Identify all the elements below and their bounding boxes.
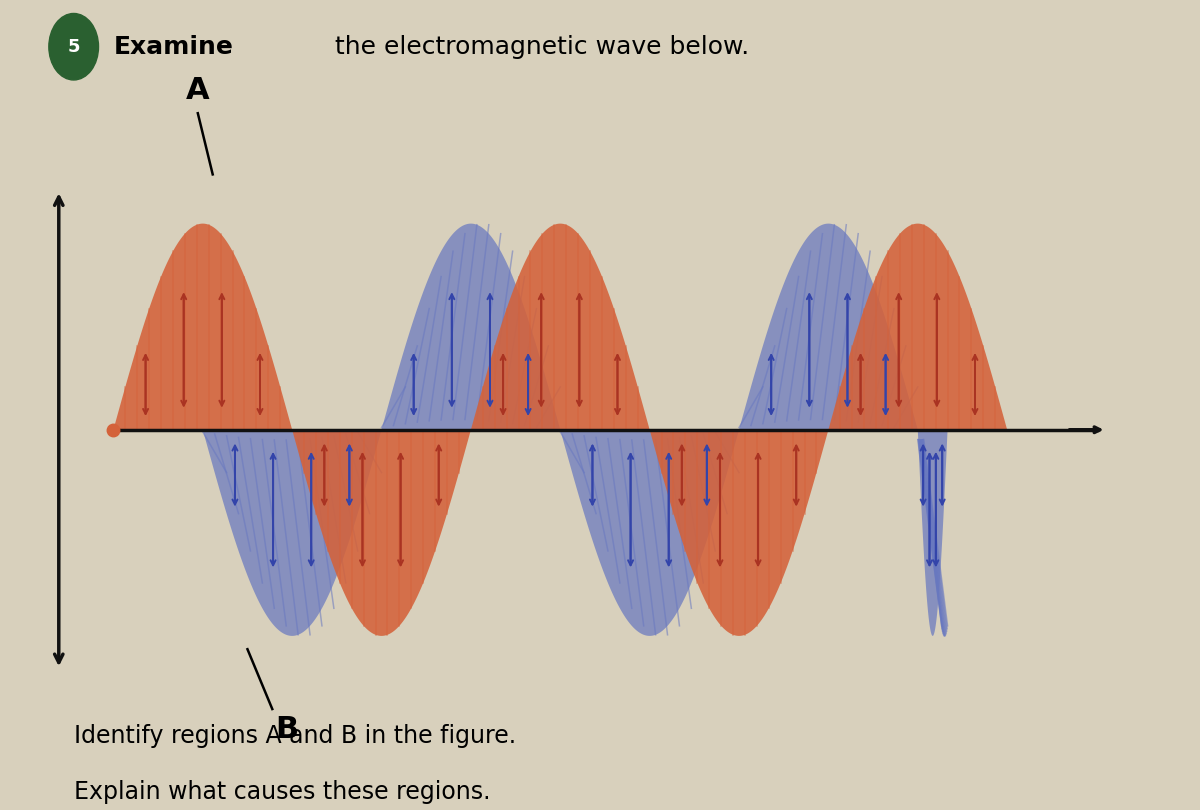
Polygon shape <box>470 224 649 430</box>
Circle shape <box>49 14 98 80</box>
Polygon shape <box>649 430 828 636</box>
Text: B: B <box>276 714 299 744</box>
Polygon shape <box>292 430 470 636</box>
Text: Identify regions A and B in the figure.: Identify regions A and B in the figure. <box>73 723 516 748</box>
Polygon shape <box>382 224 560 430</box>
Polygon shape <box>560 430 739 636</box>
Polygon shape <box>828 224 1007 430</box>
Polygon shape <box>203 430 382 636</box>
Text: Examine: Examine <box>114 35 233 59</box>
Text: the electromagnetic wave below.: the electromagnetic wave below. <box>326 35 749 59</box>
Polygon shape <box>918 430 948 636</box>
Text: 5: 5 <box>67 38 80 56</box>
Polygon shape <box>739 224 918 430</box>
Polygon shape <box>114 224 292 430</box>
Text: A: A <box>186 76 210 105</box>
Text: Explain what causes these regions.: Explain what causes these regions. <box>73 779 490 804</box>
